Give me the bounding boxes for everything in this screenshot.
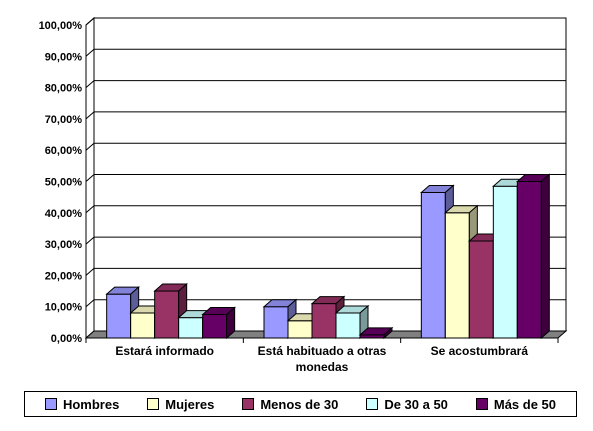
bar-front	[492, 185, 518, 339]
legend-swatch	[366, 398, 379, 410]
gridline-side	[85, 80, 95, 88]
y-tick-label: 50,00%	[45, 177, 83, 189]
bar-side	[540, 173, 550, 340]
chart: 0,00% 10,00% 20,00% 30,00% 40,00% 50,00% 60,00…	[39, 16, 568, 374]
legend-swatch	[44, 398, 57, 410]
gridline-side	[85, 205, 95, 214]
bar-front	[335, 312, 361, 339]
bar-front	[130, 312, 156, 339]
bar-front	[444, 212, 470, 339]
y-tick-label: 20,00%	[45, 270, 83, 282]
bar-front	[311, 303, 337, 339]
legend-item: Más de 50	[475, 396, 557, 412]
gridline-side	[85, 299, 95, 308]
legend-swatch	[475, 398, 488, 410]
legend-label: De 30 a 50	[384, 396, 448, 412]
bar-front	[516, 181, 542, 339]
bar-front	[468, 240, 494, 339]
legend-item: Mujeres	[147, 397, 214, 412]
y-tick-label: 0,00%	[51, 333, 82, 345]
bar-front	[202, 314, 228, 339]
legend-swatch	[242, 398, 255, 410]
legend-label: Mujeres	[165, 396, 215, 412]
legend-swatch	[147, 398, 160, 410]
legend-item: Hombres	[44, 396, 120, 412]
legend-label: Más de 50	[493, 396, 557, 412]
y-tick-label: 10,00%	[45, 302, 83, 314]
bar-front	[287, 320, 313, 339]
gridline-side	[85, 142, 95, 151]
y-tick-label: 30,00%	[45, 239, 83, 251]
bar-side	[226, 306, 236, 340]
gridline-side	[85, 48, 95, 57]
legend-label: Menos de 30	[260, 396, 339, 412]
gridline-side	[85, 174, 95, 182]
bar-front	[154, 290, 180, 339]
y-tick-label: 90,00%	[45, 51, 83, 63]
bar-front	[263, 306, 289, 339]
legend-item: Menos de 30	[242, 397, 338, 412]
category-label: Está habituado a otras monedas	[258, 344, 387, 374]
gridline-side	[85, 268, 95, 276]
y-tick-label: 70,00%	[45, 114, 83, 126]
y-tick-label: 40,00%	[45, 208, 83, 220]
y-tick-label: 100,00%	[39, 20, 83, 32]
y-tick-label: 80,00%	[45, 83, 83, 95]
gridline-side	[85, 111, 95, 120]
y-tick-label: 60,00%	[45, 145, 83, 157]
legend: Hombres Mujeres Menos de 30 De 30 a 50 Más d…	[24, 391, 577, 417]
category-label: Se acostumbrará	[431, 344, 529, 358]
bar-front	[178, 317, 204, 339]
category-label: Estará informado	[115, 344, 214, 358]
bar-front	[106, 293, 132, 339]
legend-label: Hombres	[62, 396, 120, 412]
bar-front	[420, 191, 446, 339]
legend-item: De 30 a 50	[366, 397, 448, 412]
bar-side	[383, 326, 393, 340]
gridline-side	[85, 236, 95, 245]
